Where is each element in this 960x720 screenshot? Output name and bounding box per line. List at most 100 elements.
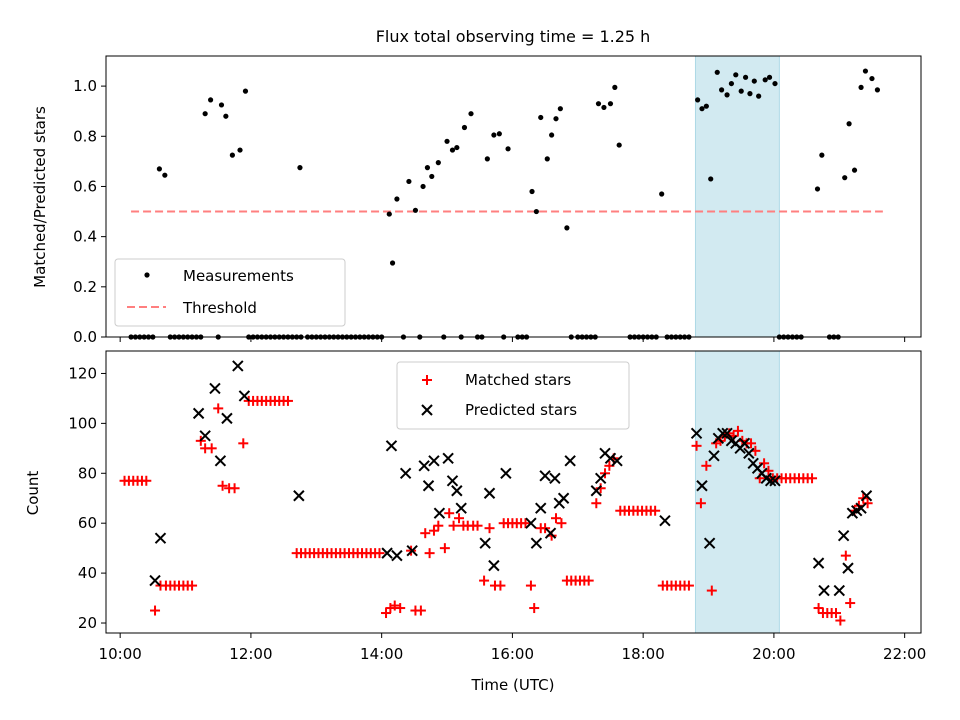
legend-predicted-label: Predicted stars [465,401,577,419]
bottom-highlight-span [694,350,780,634]
cross-stroke-b [221,412,233,425]
matched-star-point [540,523,551,534]
legend-measurement-marker [144,272,150,278]
measurement-point [461,124,468,131]
top-y-ticks: 0.0 0.2 0.4 0.6 0.8 1.0 [73,77,106,346]
matched-star-point [484,523,495,534]
cross-stroke-b [812,557,825,569]
cross-stroke-b [544,527,557,539]
matched-star-point [420,528,431,539]
matched-star-point [282,395,293,406]
predicted-star-point [544,527,557,539]
bottom-panel: 20 40 60 80 100 120 10:00 12:00 14:00 16:00 18:00… [24,350,926,694]
matched-star-point [732,425,743,436]
measurement-point [223,113,229,119]
measurement-point [703,103,709,109]
predicted-star-point [590,485,603,497]
predicted-star-point [860,490,873,502]
predicted-star-point [209,382,221,395]
predicted-star-point [604,452,617,465]
measurement-point [424,165,431,171]
measurement-point [742,74,749,80]
cross-stroke-b [483,487,496,499]
matched-star-point [374,548,385,559]
matched-star-point [862,498,873,509]
measurement-point [695,97,701,103]
cross-stroke-b [293,490,305,502]
x-tick-label: 16:00 [491,645,534,663]
predicted-star-point [812,557,825,569]
cross-stroke-b [406,544,418,557]
measurement-point [420,183,426,190]
matched-star-point [479,575,490,586]
measurement-point [738,88,744,94]
cross-stroke-b [232,360,244,372]
predicted-star-point [479,537,491,549]
matched-star-point [650,505,661,516]
legend-measurements-label: Measurements [183,267,294,285]
predicted-star-point [154,532,167,544]
measurement-point [207,97,214,103]
chart-title: Flux total observing time = 1.25 h [376,27,651,46]
cross-stroke-b [690,427,703,440]
matched-star-point [831,608,842,619]
predicted-star-point [659,514,671,527]
cross-stroke-b [833,584,845,597]
matched-star-point [556,518,567,529]
measurement-point [389,260,396,266]
measurement-point [724,92,730,98]
cross-stroke-b [855,502,867,514]
measurement-point [819,152,825,158]
measurement-point [491,132,497,138]
matched-star-point [525,580,536,591]
measurement-point [412,207,419,213]
matched-star-point [845,598,856,609]
y-tick-label: 120 [68,364,97,382]
measurement-point [505,146,511,152]
cross-stroke-b [696,480,708,492]
bottom-markers [119,360,873,626]
cross-stroke-b [214,455,227,467]
predicted-star-point [696,480,708,492]
cross-stroke-b [192,407,205,420]
predicted-star-point [769,475,781,487]
matched-star-point [433,520,444,531]
measurement-point [858,84,864,90]
cross-stroke-b [421,404,433,416]
cross-stroke-b [199,430,211,442]
measurement-point [846,121,852,127]
legend-matched-symbol [422,375,432,385]
top-legend: Measurements Threshold [114,258,346,327]
cross-stroke-b [209,382,221,395]
y-tick-label: 0.6 [73,177,97,195]
predicted-star-point [391,549,403,562]
matched-star-point [238,438,249,449]
cross-stroke-b [659,514,671,527]
cross-stroke-b [760,472,772,484]
measurement-point [538,114,544,121]
predicted-star-point [708,450,720,462]
cross-stroke-b [738,437,751,450]
matched-star-point [813,603,824,614]
legend-threshold-label: Threshold [182,299,257,317]
measurement-point [766,74,773,80]
predicted-star-point [446,475,459,487]
measurement-point [218,102,225,108]
matched-star-point [472,520,483,531]
predicted-star-point [232,360,244,372]
measurement-point [601,104,607,111]
x-tick-label: 18:00 [622,645,665,663]
matched-star-point [529,603,540,614]
measurement-point [386,211,392,217]
measurement-point [202,111,208,117]
predicted-star-point [539,470,551,482]
cross-stroke-b [535,502,547,514]
measurement-point [733,72,739,78]
matched-star-point [591,498,602,509]
predicted-star-point [738,437,751,450]
y-tick-label: 40 [78,564,97,582]
predicted-star-point [549,472,561,484]
cross-stroke-b [446,475,459,487]
cross-stroke-b [564,455,576,467]
cross-stroke-b [611,455,623,467]
